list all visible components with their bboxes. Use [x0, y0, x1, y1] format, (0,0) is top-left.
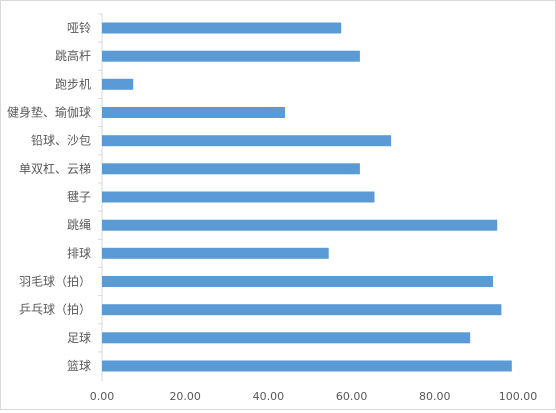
category-label-13: 篮球: [67, 358, 91, 373]
bar-4: [102, 107, 285, 118]
category-label-5: 铅球、沙包: [31, 134, 91, 148]
bar-2: [102, 50, 360, 62]
bar-7: [102, 191, 375, 203]
bar-5: [102, 135, 392, 147]
x-tick-label-6: 100.00: [499, 390, 538, 403]
category-label-2: 跳高杆: [55, 48, 91, 63]
bar-10: [102, 276, 493, 287]
bar-12: [102, 332, 471, 344]
bar-3: [102, 78, 134, 90]
x-tick-label-2: 20.00: [169, 390, 201, 403]
category-label-8: 跳绳: [67, 218, 91, 232]
category-label-4: 健身垫、瑜伽球: [7, 105, 91, 120]
bar-1: [102, 22, 342, 34]
bar-6: [102, 163, 360, 175]
category-label-10: 羽毛球（拍）: [19, 274, 91, 289]
bar-8: [102, 219, 498, 231]
x-tick-label-1: 0.00: [90, 390, 115, 403]
x-tick-label-5: 80.00: [419, 390, 451, 403]
category-label-11: 乒乓球（拍）: [19, 302, 91, 317]
category-label-9: 排球: [67, 246, 91, 260]
category-label-1: 哑铃: [67, 20, 91, 35]
bar-13: [102, 360, 512, 372]
category-label-12: 足球: [67, 331, 91, 345]
bar-11: [102, 304, 502, 316]
bar-9: [102, 247, 329, 259]
x-tick-label-4: 60.00: [336, 390, 368, 403]
category-label-7: 毽子: [67, 190, 91, 204]
x-tick-label-3: 40.00: [253, 390, 285, 403]
category-label-3: 跑步机: [55, 77, 91, 91]
category-label-6: 单双杠、云梯: [19, 161, 91, 176]
